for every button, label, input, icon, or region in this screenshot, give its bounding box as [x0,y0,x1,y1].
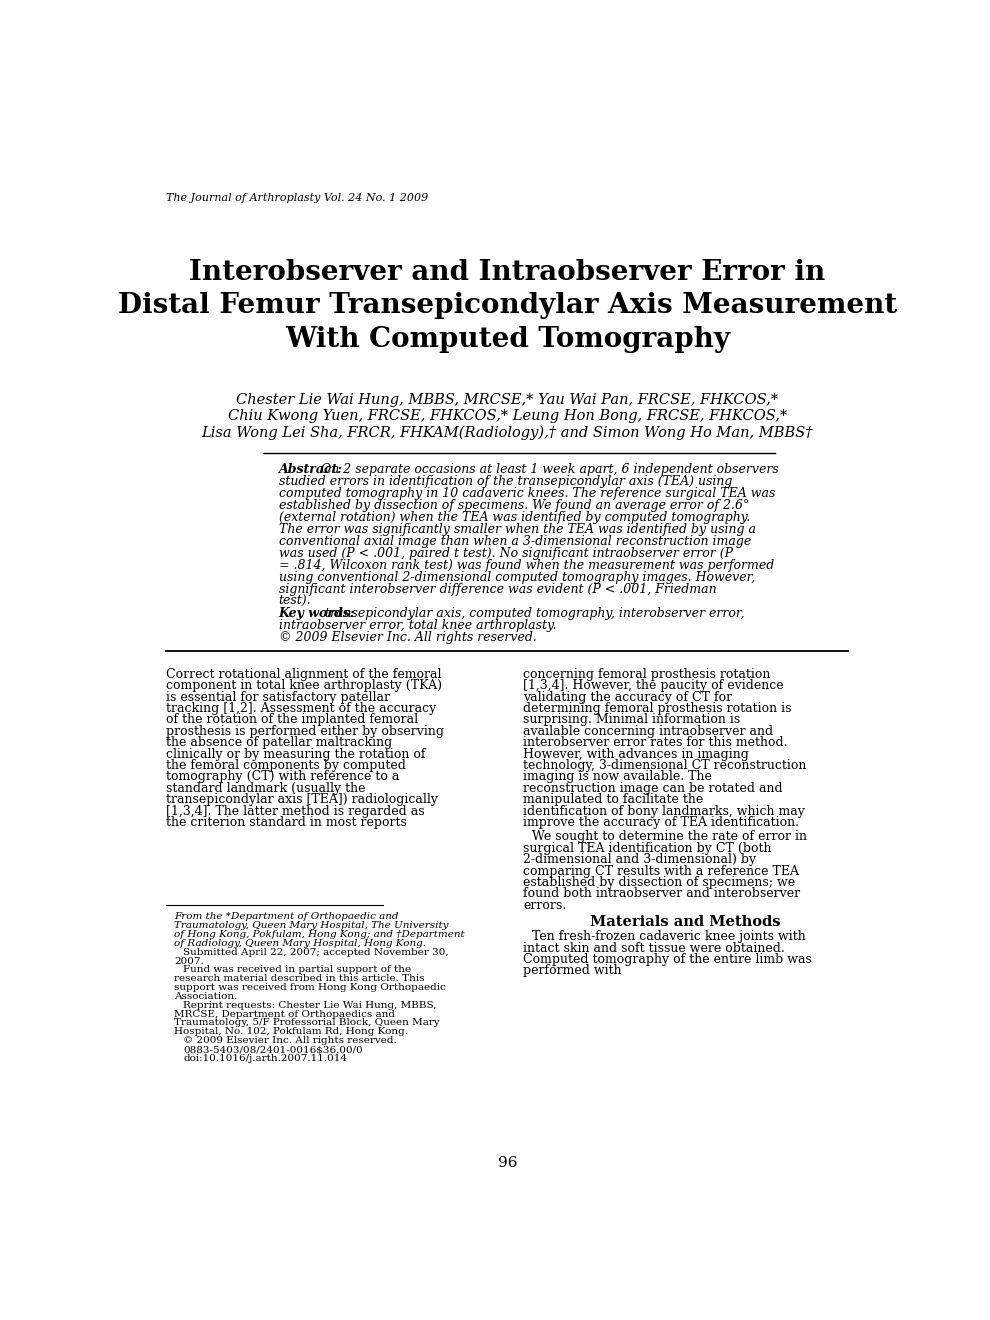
Text: Reprint requests: Chester Lie Wai Hung, MBBS,: Reprint requests: Chester Lie Wai Hung, … [183,1001,437,1010]
Text: Traumatology, Queen Mary Hospital, The University: Traumatology, Queen Mary Hospital, The U… [174,921,448,931]
Text: 96: 96 [498,1155,517,1170]
Text: of the rotation of the implanted femoral: of the rotation of the implanted femoral [166,713,419,726]
Text: Computed tomography of the entire limb was: Computed tomography of the entire limb w… [523,953,812,966]
Text: Ten fresh-frozen cadaveric knee joints with: Ten fresh-frozen cadaveric knee joints w… [533,931,806,944]
Text: established by dissection of specimens. We found an average error of 2.6°: established by dissection of specimens. … [279,499,749,512]
Text: surgical TEA identification by CT (both: surgical TEA identification by CT (both [523,842,771,855]
Text: studied errors in identification of the transepicondylar axis (TEA) using: studied errors in identification of the … [279,475,733,488]
Text: The Journal of Arthroplasty Vol. 24 No. 1 2009: The Journal of Arthroplasty Vol. 24 No. … [166,193,429,203]
Text: intraobserver error, total knee arthroplasty.: intraobserver error, total knee arthropl… [279,619,556,632]
Text: 2-dimensional and 3-dimensional) by: 2-dimensional and 3-dimensional) by [523,853,756,866]
Text: Distal Femur Transepicondylar Axis Measurement: Distal Femur Transepicondylar Axis Measu… [118,293,897,319]
Text: Lisa Wong Lei Sha, FRCR, FHKAM(Radiology),† and Simon Wong Ho Man, MBBS†: Lisa Wong Lei Sha, FRCR, FHKAM(Radiology… [202,425,813,440]
Text: © 2009 Elsevier Inc. All rights reserved.: © 2009 Elsevier Inc. All rights reserved… [183,1036,397,1045]
Text: reconstruction image can be rotated and: reconstruction image can be rotated and [523,781,782,795]
Text: research material described in this article. This: research material described in this arti… [174,974,425,983]
Text: support was received from Hong Kong Orthopaedic: support was received from Hong Kong Orth… [174,983,446,993]
Text: component in total knee arthroplasty (TKA): component in total knee arthroplasty (TK… [166,680,443,692]
Text: conventional axial image than when a 3-dimensional reconstruction image: conventional axial image than when a 3-d… [279,535,751,548]
Text: 2007.: 2007. [174,957,204,965]
Text: the femoral components by computed: the femoral components by computed [166,759,406,772]
Text: of Radiology, Queen Mary Hospital, Hong Kong.: of Radiology, Queen Mary Hospital, Hong … [174,939,426,948]
Text: tomography (CT) with reference to a: tomography (CT) with reference to a [166,771,400,783]
Text: Traumatology, 5/F Professorial Block, Queen Mary: Traumatology, 5/F Professorial Block, Qu… [174,1019,440,1027]
Text: the criterion standard in most reports: the criterion standard in most reports [166,816,407,829]
Text: However, with advances in imaging: However, with advances in imaging [523,747,748,760]
Text: Chiu Kwong Yuen, FRCSE, FHKCOS,* Leung Hon Bong, FRCSE, FHKCOS,*: Chiu Kwong Yuen, FRCSE, FHKCOS,* Leung H… [228,409,787,424]
Text: improve the accuracy of TEA identification.: improve the accuracy of TEA identificati… [523,816,799,829]
Text: clinically or by measuring the rotation of: clinically or by measuring the rotation … [166,747,426,760]
Text: significant interobserver difference was evident (P < .001, Friedman: significant interobserver difference was… [279,582,717,595]
Text: standard landmark (usually the: standard landmark (usually the [166,781,366,795]
Text: errors.: errors. [523,899,566,912]
Text: test).: test). [279,594,312,607]
Text: On 2 separate occasions at least 1 week apart, 6 independent observers: On 2 separate occasions at least 1 week … [322,463,779,477]
Text: Fund was received in partial support of the: Fund was received in partial support of … [183,965,412,974]
Text: determining femoral prosthesis rotation is: determining femoral prosthesis rotation … [523,702,791,715]
Text: doi:10.1016/j.arth.2007.11.014: doi:10.1016/j.arth.2007.11.014 [183,1053,347,1063]
Text: [1,3,4]. However, the paucity of evidence: [1,3,4]. However, the paucity of evidenc… [523,680,783,692]
Text: of Hong Kong, Pokfulam, Hong Kong; and †Department: of Hong Kong, Pokfulam, Hong Kong; and †… [174,929,464,939]
Text: technology, 3-dimensional CT reconstruction: technology, 3-dimensional CT reconstruct… [523,759,806,772]
Text: identification of bony landmarks, which may: identification of bony landmarks, which … [523,804,805,817]
Text: the absence of patellar maltracking: the absence of patellar maltracking [166,737,393,750]
Text: Key words:: Key words: [279,607,355,620]
Text: = .814, Wilcoxon rank test) was found when the measurement was performed: = .814, Wilcoxon rank test) was found wh… [279,558,774,572]
Text: 0883-5403/08/2401-0016$36.00/0: 0883-5403/08/2401-0016$36.00/0 [183,1045,363,1055]
Text: performed with: performed with [523,965,622,977]
Text: transepicondylar axis, computed tomography, interobserver error,: transepicondylar axis, computed tomograp… [326,607,744,620]
Text: surprising. Minimal information is: surprising. Minimal information is [523,713,741,726]
Text: using conventional 2-dimensional computed tomography images. However,: using conventional 2-dimensional compute… [279,570,755,583]
Text: Interobserver and Intraobserver Error in: Interobserver and Intraobserver Error in [189,259,826,285]
Text: We sought to determine the rate of error in: We sought to determine the rate of error… [533,830,807,843]
Text: computed tomography in 10 cadaveric knees. The reference surgical TEA was: computed tomography in 10 cadaveric knee… [279,487,775,500]
Text: (external rotation) when the TEA was identified by computed tomography.: (external rotation) when the TEA was ide… [279,511,750,524]
Text: tracking [1,2]. Assessment of the accuracy: tracking [1,2]. Assessment of the accura… [166,702,437,715]
Text: interobserver error rates for this method.: interobserver error rates for this metho… [523,737,787,750]
Text: intact skin and soft tissue were obtained.: intact skin and soft tissue were obtaine… [523,941,785,954]
Text: comparing CT results with a reference TEA: comparing CT results with a reference TE… [523,865,799,878]
Text: Correct rotational alignment of the femoral: Correct rotational alignment of the femo… [166,668,442,681]
Text: available concerning intraobserver and: available concerning intraobserver and [523,725,773,738]
Text: is essential for satisfactory patellar: is essential for satisfactory patellar [166,690,390,704]
Text: validating the accuracy of CT for: validating the accuracy of CT for [523,690,732,704]
Text: established by dissection of specimens; we: established by dissection of specimens; … [523,876,795,888]
Text: From the *Department of Orthopaedic and: From the *Department of Orthopaedic and [174,912,399,921]
Text: found both intraobserver and interobserver: found both intraobserver and interobserv… [523,887,800,900]
Text: Association.: Association. [174,991,238,1001]
Text: Abstract:: Abstract: [279,463,343,477]
Text: Chester Lie Wai Hung, MBBS, MRCSE,* Yau Wai Pan, FRCSE, FHKCOS,*: Chester Lie Wai Hung, MBBS, MRCSE,* Yau … [237,393,778,408]
Text: © 2009 Elsevier Inc. All rights reserved.: © 2009 Elsevier Inc. All rights reserved… [279,631,537,644]
Text: concerning femoral prosthesis rotation: concerning femoral prosthesis rotation [523,668,770,681]
Text: imaging is now available. The: imaging is now available. The [523,771,712,783]
Text: The error was significantly smaller when the TEA was identified by using a: The error was significantly smaller when… [279,523,755,536]
Text: was used (P < .001, paired t test). No significant intraobserver error (P: was used (P < .001, paired t test). No s… [279,546,733,560]
Text: Materials and Methods: Materials and Methods [590,915,781,929]
Text: [1,3,4]. The latter method is regarded as: [1,3,4]. The latter method is regarded a… [166,804,425,817]
Text: manipulated to facilitate the: manipulated to facilitate the [523,793,703,807]
Text: MRCSE, Department of Orthopaedics and: MRCSE, Department of Orthopaedics and [174,1010,395,1019]
Text: Hospital, No. 102, Pokfulam Rd, Hong Kong.: Hospital, No. 102, Pokfulam Rd, Hong Kon… [174,1027,408,1036]
Text: Submitted April 22, 2007; accepted November 30,: Submitted April 22, 2007; accepted Novem… [183,948,449,957]
Text: With Computed Tomography: With Computed Tomography [285,326,730,354]
Text: prosthesis is performed either by observing: prosthesis is performed either by observ… [166,725,445,738]
Text: transepicondylar axis [TEA]) radiologically: transepicondylar axis [TEA]) radiologica… [166,793,439,807]
